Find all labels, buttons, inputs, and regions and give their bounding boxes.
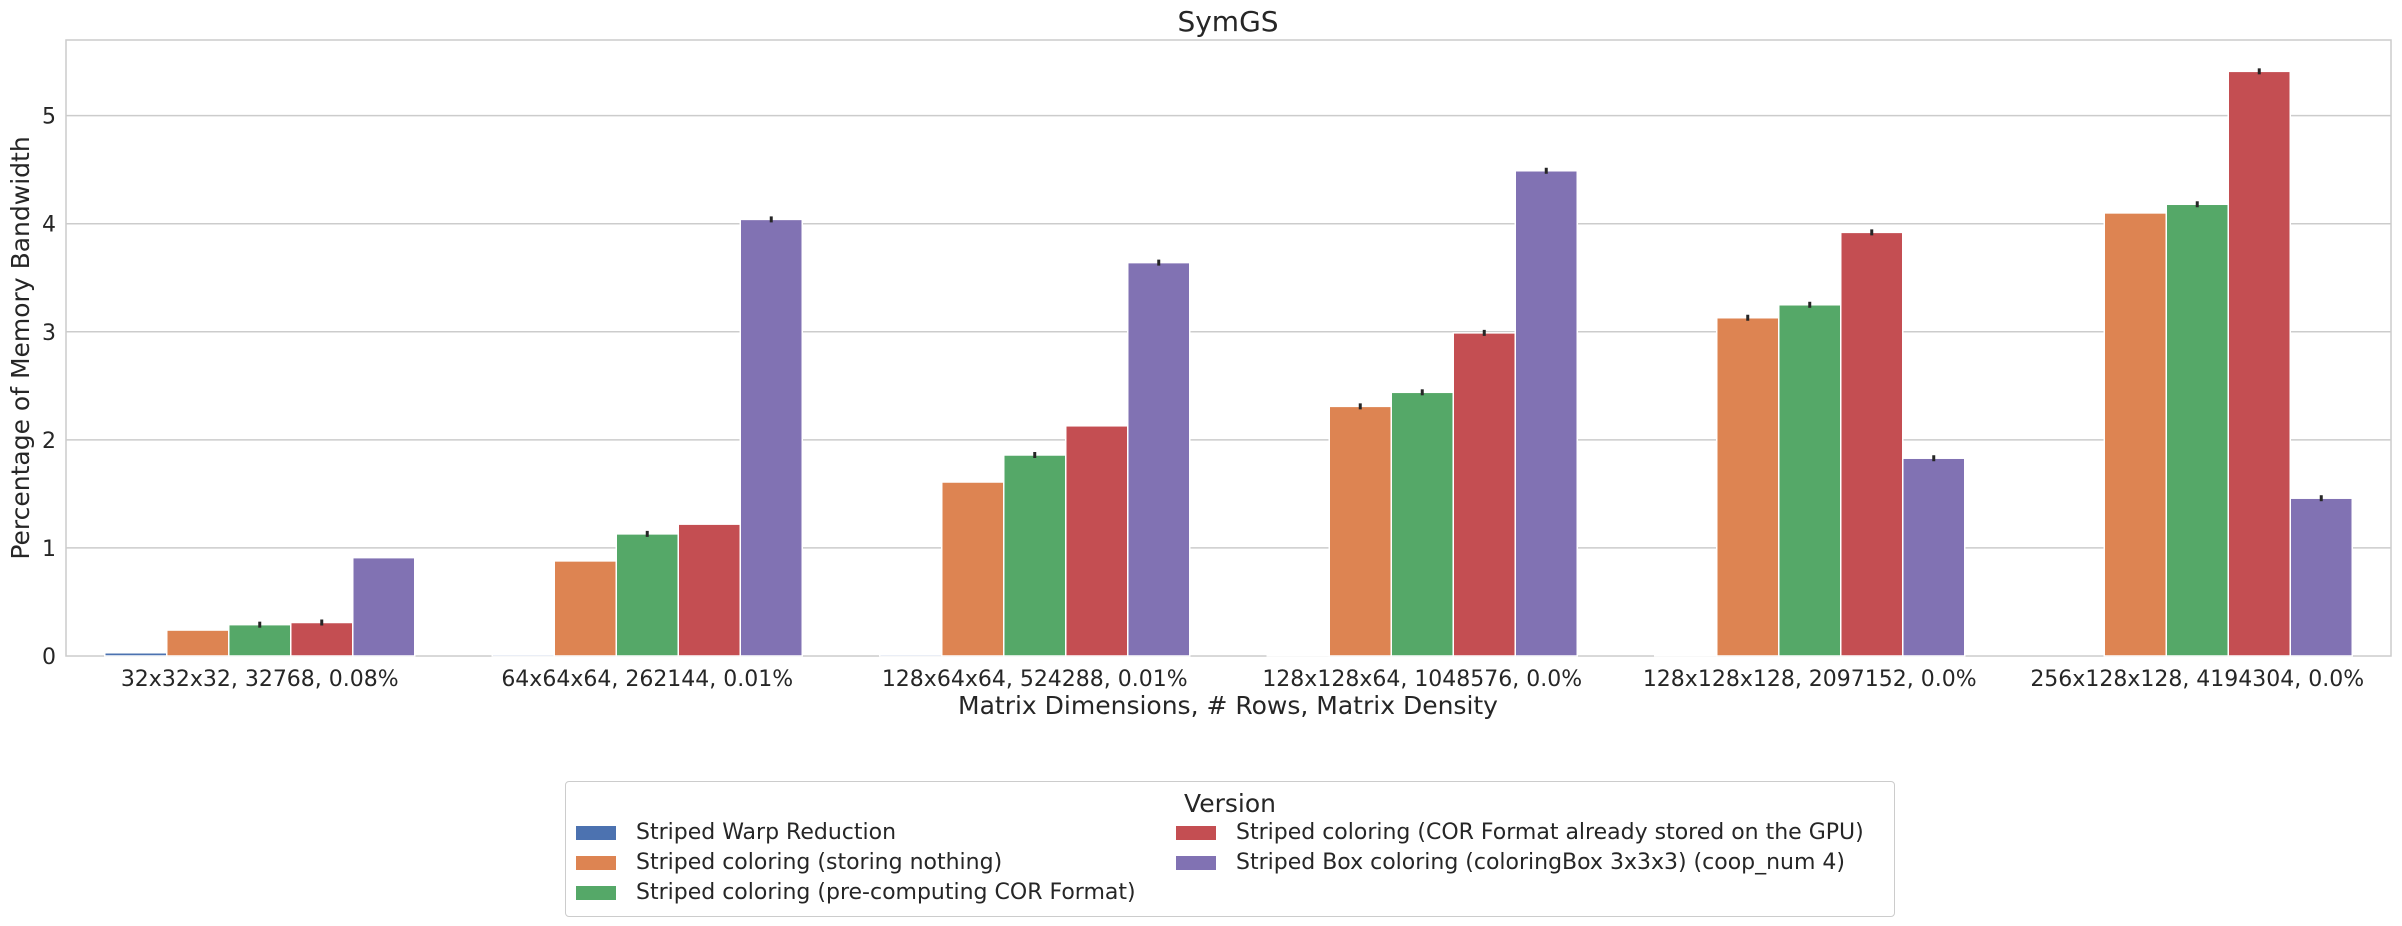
bar <box>1003 454 1067 657</box>
y-tick-label: 2 <box>42 429 56 454</box>
bar <box>2227 70 2291 657</box>
x-axis-label: Matrix Dimensions, # Rows, Matrix Densit… <box>958 691 1498 720</box>
bar <box>1065 425 1129 657</box>
bar <box>1328 405 1392 657</box>
bar <box>166 629 230 657</box>
bars <box>104 70 2353 657</box>
legend-swatch <box>1176 825 1216 840</box>
gridlines <box>66 114 2391 549</box>
bar <box>1840 231 1904 657</box>
legend-label: Striped coloring (COR Format already sto… <box>1236 820 1864 845</box>
plot-area <box>65 39 2392 657</box>
legend-swatch <box>576 885 616 900</box>
bar <box>1127 261 1191 657</box>
legend-item: Striped Warp Reduction <box>576 820 896 845</box>
bar <box>1452 332 1516 657</box>
bar <box>104 652 168 657</box>
legend-swatch <box>1176 855 1216 870</box>
legend-item: Striped coloring (storing nothing) <box>576 850 1002 875</box>
legend-label: Striped Box coloring (coloringBox 3x3x3)… <box>1236 850 1846 875</box>
bar <box>352 556 416 657</box>
bar <box>677 523 741 657</box>
error-bars <box>258 68 2323 628</box>
x-tick-label: 128x64x64, 524288, 0.01% <box>882 667 1188 692</box>
legend-item: Striped coloring (COR Format already sto… <box>1176 820 1864 845</box>
y-tick-label: 3 <box>42 321 56 346</box>
bar <box>228 623 292 657</box>
legend-label: Striped coloring (storing nothing) <box>636 850 1003 875</box>
legend-item: Striped coloring (pre-computing COR Form… <box>576 880 1136 905</box>
y-tick-label: 1 <box>42 537 56 562</box>
chart-title: SymGS <box>1177 5 1278 38</box>
bar <box>1716 316 1780 657</box>
bar <box>879 653 943 657</box>
bar <box>941 481 1005 657</box>
y-tick-labels: 0 1 2 3 4 5 <box>42 105 56 670</box>
bar <box>1266 654 1330 657</box>
legend-swatch <box>576 825 616 840</box>
legend-item: Striped Box coloring (coloringBox 3x3x3)… <box>1176 850 1845 875</box>
bar <box>1514 170 1578 657</box>
bar <box>2103 212 2167 657</box>
bar <box>491 653 555 657</box>
y-axis-label: Percentage of Memory Bandwidth <box>6 136 35 559</box>
legend-swatch <box>576 855 616 870</box>
bar <box>2165 203 2229 657</box>
x-tick-label: 64x64x64, 262144, 0.01% <box>501 667 793 692</box>
x-tick-label: 128x128x128, 2097152, 0.0% <box>1643 667 1977 692</box>
legend-label: Striped Warp Reduction <box>636 820 897 845</box>
bar <box>1390 391 1454 657</box>
bar <box>2289 497 2353 657</box>
x-tick-label: 32x32x32, 32768, 0.08% <box>121 667 399 692</box>
bar <box>290 621 354 657</box>
x-tick-label: 256x128x128, 4194304, 0.0% <box>2030 667 2364 692</box>
legend-label: Striped coloring (pre-computing COR Form… <box>636 880 1136 905</box>
bar <box>1778 304 1842 657</box>
y-tick-label: 0 <box>42 645 56 670</box>
y-tick-label: 4 <box>42 213 56 238</box>
y-tick-label: 5 <box>42 105 56 130</box>
legend: Version Striped Warp Reduction Striped co… <box>565 781 1895 917</box>
bar <box>1902 457 1966 657</box>
bar <box>739 218 803 657</box>
legend-title: Version <box>1184 789 1276 818</box>
x-tick-label: 128x128x64, 1048576, 0.0% <box>1262 667 1582 692</box>
bar <box>553 560 617 657</box>
x-tick-labels: 32x32x32, 32768, 0.08% 64x64x64, 262144, … <box>121 667 2364 692</box>
bar <box>615 533 679 657</box>
bar <box>1654 654 1718 657</box>
